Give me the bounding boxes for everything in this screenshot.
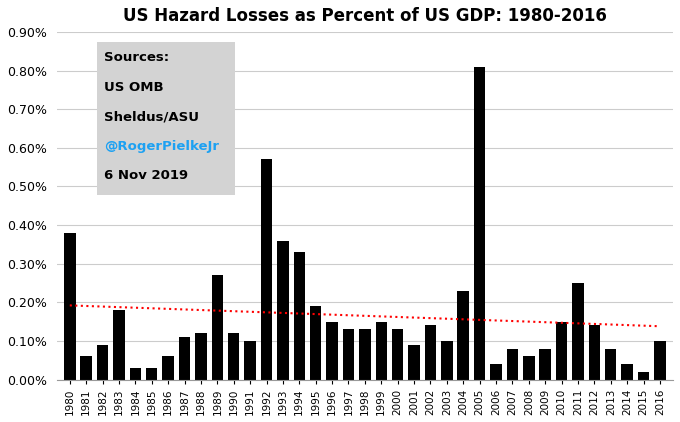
Bar xyxy=(130,368,141,379)
Bar xyxy=(589,325,600,379)
Bar xyxy=(244,341,256,379)
Bar xyxy=(195,333,207,379)
Bar xyxy=(556,322,567,379)
Bar xyxy=(294,252,305,379)
Bar xyxy=(474,67,486,379)
FancyBboxPatch shape xyxy=(97,43,235,195)
Bar xyxy=(605,349,617,379)
Bar xyxy=(622,364,633,379)
Bar xyxy=(441,341,453,379)
Bar xyxy=(638,372,649,379)
Bar xyxy=(310,306,322,379)
Bar xyxy=(359,329,371,379)
Bar xyxy=(507,349,518,379)
Bar xyxy=(163,356,174,379)
Bar xyxy=(392,329,403,379)
Bar xyxy=(146,368,158,379)
Bar xyxy=(326,322,338,379)
Bar xyxy=(114,310,124,379)
Text: US OMB: US OMB xyxy=(104,81,164,94)
Bar xyxy=(64,233,75,379)
Title: US Hazard Losses as Percent of US GDP: 1980-2016: US Hazard Losses as Percent of US GDP: 1… xyxy=(123,7,607,25)
Bar xyxy=(228,333,239,379)
Bar xyxy=(97,345,108,379)
Bar xyxy=(277,241,288,379)
Text: @RogerPielkeJr: @RogerPielkeJr xyxy=(104,140,219,153)
Bar xyxy=(375,322,387,379)
Bar xyxy=(425,325,436,379)
Text: Sources:: Sources: xyxy=(104,51,169,64)
Bar xyxy=(343,329,354,379)
Bar xyxy=(458,291,469,379)
Text: 6 Nov 2019: 6 Nov 2019 xyxy=(104,169,188,182)
Bar xyxy=(408,345,420,379)
Bar xyxy=(80,356,92,379)
Bar xyxy=(523,356,534,379)
Bar xyxy=(211,275,223,379)
Bar xyxy=(654,341,666,379)
Bar xyxy=(490,364,502,379)
Bar xyxy=(260,160,272,379)
Bar xyxy=(179,337,190,379)
Text: Sheldus/ASU: Sheldus/ASU xyxy=(104,110,199,123)
Bar xyxy=(573,283,583,379)
Bar xyxy=(539,349,551,379)
